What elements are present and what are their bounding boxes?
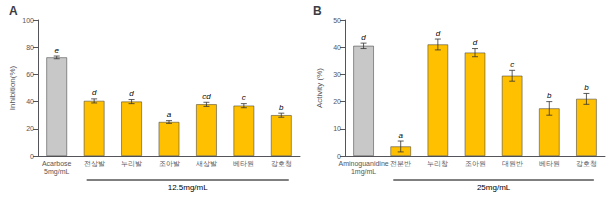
svg-text:5mg/mL: 5mg/mL: [44, 168, 69, 176]
svg-text:0: 0: [30, 153, 34, 160]
svg-text:12.5mg/mL: 12.5mg/mL: [168, 183, 209, 192]
svg-text:50: 50: [333, 17, 341, 24]
svg-text:d: d: [436, 29, 441, 38]
svg-text:80: 80: [26, 44, 34, 51]
svg-text:전분반: 전분반: [390, 160, 411, 167]
svg-text:Inhibition(%): Inhibition(%): [8, 65, 17, 110]
svg-text:40: 40: [26, 98, 34, 105]
svg-text:누리창: 누리창: [427, 160, 448, 167]
svg-text:a: a: [167, 110, 172, 119]
svg-text:B: B: [313, 4, 322, 18]
svg-text:대원반: 대원반: [502, 160, 523, 167]
svg-text:Activity (%): Activity (%): [315, 68, 324, 108]
svg-text:c: c: [510, 60, 514, 69]
svg-text:20: 20: [333, 98, 341, 105]
svg-text:20: 20: [26, 125, 34, 132]
svg-text:강호청: 강호청: [576, 160, 597, 167]
svg-text:d: d: [129, 89, 134, 98]
svg-text:0: 0: [337, 153, 341, 160]
svg-text:a: a: [398, 131, 403, 140]
svg-text:10: 10: [333, 125, 341, 132]
svg-text:A: A: [9, 4, 18, 18]
svg-text:cd: cd: [202, 92, 211, 101]
svg-text:d: d: [473, 38, 478, 47]
svg-text:c: c: [242, 93, 246, 102]
svg-text:100: 100: [22, 17, 34, 24]
svg-text:25mg/mL: 25mg/mL: [477, 183, 511, 192]
svg-text:d: d: [92, 88, 97, 97]
svg-text:베타원: 베타원: [539, 160, 560, 167]
svg-text:베타원: 베타원: [233, 160, 254, 167]
svg-text:e: e: [54, 46, 59, 55]
svg-text:60: 60: [26, 71, 34, 78]
svg-text:누리발: 누리발: [121, 160, 142, 167]
svg-text:b: b: [547, 91, 552, 100]
svg-text:d: d: [361, 33, 366, 42]
svg-text:강호청: 강호청: [271, 160, 292, 167]
svg-text:전상발: 전상발: [84, 160, 105, 167]
svg-text:조아발: 조아발: [159, 160, 180, 167]
svg-text:30: 30: [333, 71, 341, 78]
svg-text:Acarbose: Acarbose: [42, 160, 72, 167]
svg-text:새상발: 새상발: [196, 160, 217, 167]
svg-text:40: 40: [333, 44, 341, 51]
svg-text:1mg/mL: 1mg/mL: [351, 168, 376, 176]
svg-text:b: b: [584, 83, 589, 92]
svg-text:조아원: 조아원: [465, 160, 486, 167]
svg-text:b: b: [279, 103, 284, 112]
svg-text:Aminoguanidine: Aminoguanidine: [338, 160, 388, 168]
